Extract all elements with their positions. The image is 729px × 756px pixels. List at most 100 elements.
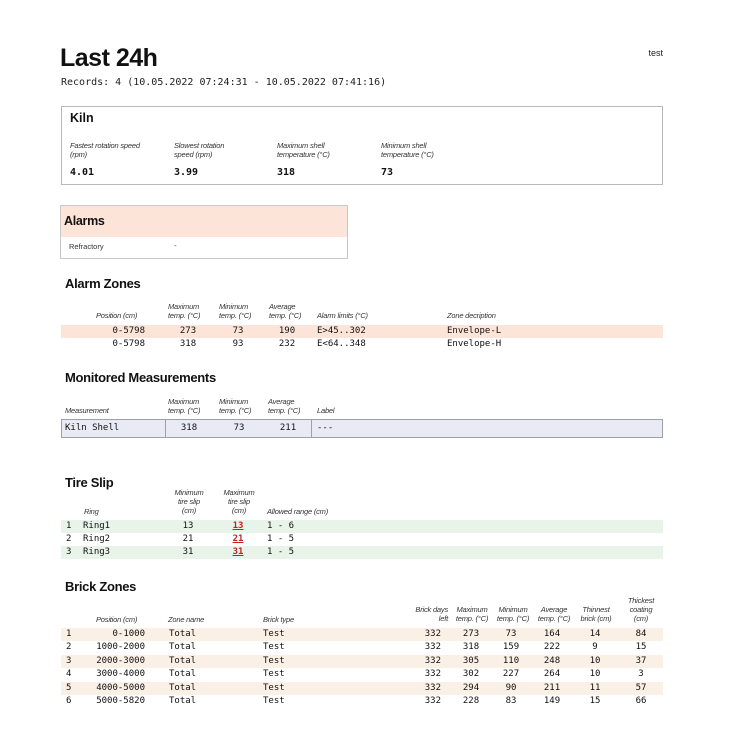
cell-zone: Total bbox=[169, 642, 197, 653]
cell-type: Test bbox=[263, 682, 285, 693]
table-row: 3 Ring3 31 31 1 - 5 bbox=[61, 546, 663, 559]
cell-desc: Envelope-H bbox=[447, 339, 502, 349]
cell-avg: 248 bbox=[543, 655, 561, 666]
cell-thin: 10 bbox=[589, 655, 601, 666]
cell-min: 73 bbox=[233, 423, 245, 433]
cell-limits: E<64..348 bbox=[317, 339, 366, 349]
alarms-header bbox=[61, 206, 347, 237]
cell-avg: 211 bbox=[543, 682, 561, 693]
cell-thin: 14 bbox=[589, 629, 601, 639]
column-header: Measurement bbox=[65, 406, 109, 415]
column-divider bbox=[165, 420, 166, 437]
tire-slip-title: Tire Slip bbox=[65, 475, 114, 490]
alarm-zones-title: Alarm Zones bbox=[65, 276, 141, 291]
cell-limits: E>45..302 bbox=[317, 326, 366, 336]
column-header: Position (cm) bbox=[96, 615, 138, 624]
cell-max: 294 bbox=[462, 682, 480, 693]
kiln-metric-label: Fastest rotation speed (rpm) bbox=[70, 141, 140, 159]
cell-min: 159 bbox=[502, 642, 520, 653]
monitored-title: Monitored Measurements bbox=[65, 370, 216, 385]
column-header: Zone decription bbox=[447, 311, 496, 320]
cell-days: 332 bbox=[424, 669, 441, 680]
cell-min: 90 bbox=[505, 682, 517, 693]
cell-days: 332 bbox=[424, 682, 441, 693]
cell-type: Test bbox=[263, 655, 285, 666]
alarm-label: Refractory bbox=[69, 242, 104, 251]
cell-coat: 57 bbox=[635, 682, 647, 693]
cell-avg: 190 bbox=[278, 326, 296, 336]
cell-days: 332 bbox=[424, 629, 441, 639]
cell-position: 4000-5000 bbox=[96, 682, 145, 693]
cell-type: Test bbox=[263, 642, 285, 653]
cell-type: Test bbox=[263, 669, 285, 680]
cell-min: 73 bbox=[505, 629, 517, 639]
cell-thin: 11 bbox=[589, 682, 601, 693]
column-divider bbox=[311, 420, 312, 437]
table-row: Kiln Shell 318 73 211 --- bbox=[61, 419, 663, 438]
cell-min: 110 bbox=[502, 655, 520, 666]
table-row: 4 3000-4000 Total Test 332 302 227 264 10 3 bbox=[61, 668, 663, 681]
cell-position: 3000-4000 bbox=[96, 669, 145, 680]
cell-coat: 66 bbox=[635, 696, 647, 706]
cell-thin: 10 bbox=[589, 669, 601, 680]
column-header: Minimum tire slip (cm) bbox=[174, 488, 204, 515]
cell-avg: 164 bbox=[543, 629, 561, 639]
cell-zone: Total bbox=[169, 655, 197, 666]
cell-index: 3 bbox=[66, 547, 72, 557]
cell-range: 1 - 5 bbox=[267, 547, 295, 557]
table-row: 0-5798 318 93 232 E<64..348 Envelope-H bbox=[61, 338, 663, 351]
cell-max: 318 bbox=[179, 339, 197, 349]
cell-index: 6 bbox=[66, 696, 72, 706]
column-header: Average temp. (°C) bbox=[268, 397, 301, 415]
cell-index: 1 bbox=[66, 521, 72, 531]
cell-zone: Total bbox=[169, 629, 197, 639]
cell-index: 2 bbox=[66, 642, 72, 653]
kiln-metric-label: Maximum shell temperature (°C) bbox=[277, 141, 330, 159]
column-header: Alarm limits (°C) bbox=[317, 311, 368, 320]
cell-days: 332 bbox=[424, 642, 441, 653]
cell-max: 305 bbox=[462, 655, 480, 666]
cell-avg: 264 bbox=[543, 669, 561, 680]
cell-min: 31 bbox=[182, 547, 194, 557]
cell-index: 2 bbox=[66, 534, 72, 544]
alarm-value: - bbox=[174, 241, 177, 250]
cell-index: 5 bbox=[66, 682, 72, 693]
table-row: 2 1000-2000 Total Test 332 318 159 222 9 15 bbox=[61, 641, 663, 654]
column-header: Minimum temp. (°C) bbox=[496, 605, 530, 623]
cell-avg: 232 bbox=[278, 339, 296, 349]
cell-zone: Total bbox=[169, 696, 197, 706]
table-row: 6 5000-5820 Total Test 332 228 83 149 15 66 bbox=[61, 695, 663, 708]
cell-thin: 15 bbox=[589, 696, 601, 706]
kiln-metric-label: Slowest rotation speed (rpm) bbox=[174, 141, 225, 159]
column-header: Thickest coating (cm) bbox=[627, 596, 655, 623]
cell-min: 93 bbox=[232, 339, 244, 349]
cell-index: 4 bbox=[66, 669, 72, 680]
user-name: test bbox=[648, 48, 663, 58]
kiln-metric-value: 3.99 bbox=[174, 167, 199, 178]
cell-desc: Envelope-L bbox=[447, 326, 502, 336]
cell-index: 1 bbox=[66, 629, 72, 639]
table-row: 0-5798 273 73 190 E>45..302 Envelope-L bbox=[61, 325, 663, 338]
column-header: Zone name bbox=[168, 615, 205, 624]
cell-min: 21 bbox=[182, 534, 194, 544]
brick-zones-title: Brick Zones bbox=[65, 579, 137, 594]
cell-days: 332 bbox=[424, 696, 441, 706]
cell-position: 1000-2000 bbox=[96, 642, 145, 653]
kiln-panel: Kiln Fastest rotation speed (rpm) 4.01 S… bbox=[61, 106, 663, 185]
cell-avg: 211 bbox=[279, 423, 297, 433]
column-header: Label bbox=[317, 406, 335, 415]
column-header: Maximum temp. (°C) bbox=[455, 605, 489, 623]
cell-position: 0-5798 bbox=[112, 339, 145, 349]
column-header: Average temp. (°C) bbox=[537, 605, 571, 623]
column-header: Average temp. (°C) bbox=[269, 302, 302, 320]
kiln-metric-value: 73 bbox=[381, 167, 394, 178]
column-header: Minimum temp. (°C) bbox=[219, 302, 252, 320]
column-header: Ring bbox=[84, 507, 99, 516]
column-header: Brick type bbox=[263, 615, 294, 624]
column-header: Allowed range (cm) bbox=[267, 507, 329, 516]
table-row: 1 0-1000 Total Test 332 273 73 164 14 84 bbox=[61, 628, 663, 641]
alarms-panel: Alarms Refractory - bbox=[60, 205, 348, 259]
cell-max-alert: 31 bbox=[232, 547, 244, 557]
cell-ring: Ring2 bbox=[83, 534, 111, 544]
kiln-metric-value: 318 bbox=[277, 167, 296, 178]
